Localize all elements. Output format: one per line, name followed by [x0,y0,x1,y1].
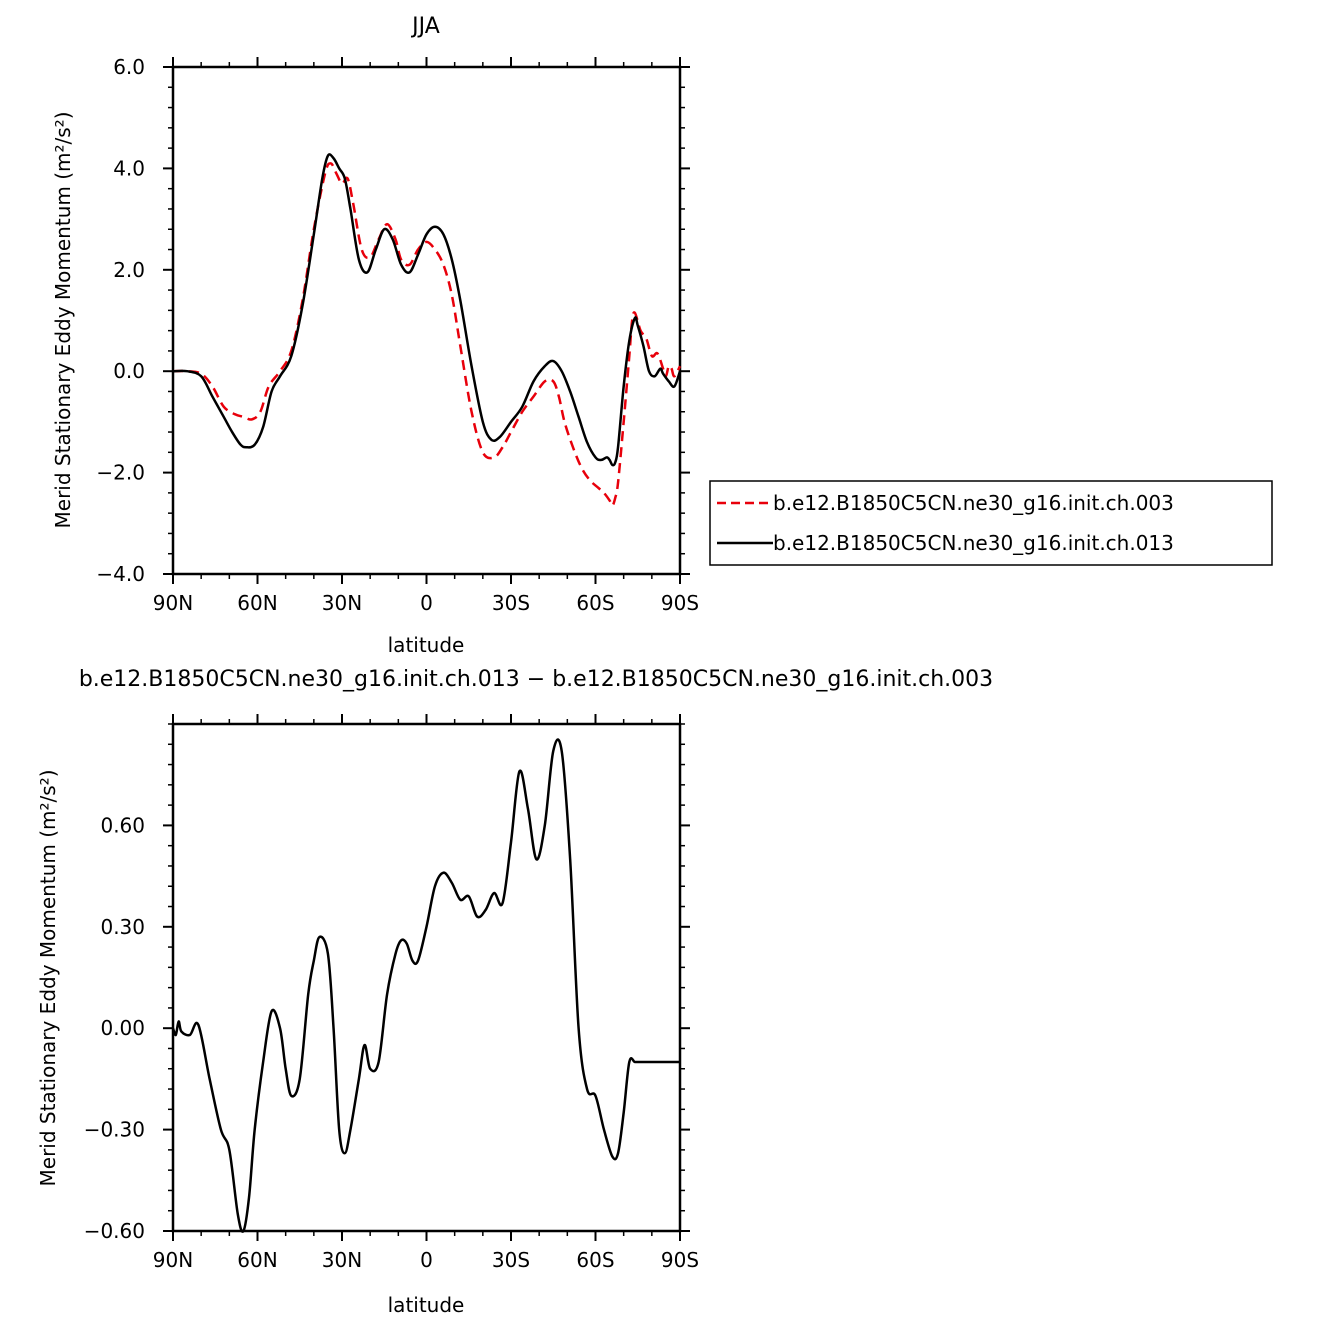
legend-label-013: b.e12.B1850C5CN.ne30_g16.init.ch.013 [773,531,1174,555]
legend-box [709,480,1273,566]
top-x-axis-label: latitude [388,633,465,657]
x-tick-label: 90S [661,1248,699,1272]
y-tick-label: −0.60 [84,1219,145,1243]
x-tick-label: 0 [420,591,433,615]
x-tick-label: 90N [153,591,193,615]
top-series-line-2 [172,153,682,467]
y-tick-label: −2.0 [96,461,145,485]
x-tick-label: 0 [420,1248,433,1272]
bottom-plot-frame [171,722,682,1233]
bottom-x-tick-labels: 90N 60N 30N 0 30S 60S 90S [153,1248,699,1272]
bottom-panel-title: b.e12.B1850C5CN.ne30_g16.init.ch.013 − b… [79,667,993,692]
top-series-lines [172,153,682,507]
x-tick-label: 60N [237,591,277,615]
bottom-y-axis-label: Merid Stationary Eddy Momentum (m²/s²) [36,770,60,1187]
top-x-tick-labels: 90N 60N 30N 0 30S 60S 90S [153,591,699,615]
bottom-y-tick-labels: 0.60 0.30 0.00 −0.30 −0.60 [84,813,145,1243]
x-tick-label: 90S [661,591,699,615]
bottom-panel: b.e12.B1850C5CN.ne30_g16.init.ch.013 − b… [36,667,993,1317]
top-series-line-1 [172,162,682,507]
x-tick-label: 30N [322,1248,362,1272]
legend-label-003: b.e12.B1850C5CN.ne30_g16.init.ch.003 [773,491,1174,515]
bottom-series-lines [171,738,680,1233]
x-tick-label: 60S [576,1248,614,1272]
x-tick-label: 60N [237,1248,277,1272]
bottom-series-line-1 [171,738,680,1233]
top-ticks [163,57,690,584]
x-tick-label: 60S [576,591,614,615]
y-tick-label: 0.0 [113,359,145,383]
y-tick-label: 0.30 [100,915,145,939]
top-plot-frame [171,65,682,576]
top-y-tick-labels: 6.0 4.0 2.0 0.0 −2.0 −4.0 [96,55,145,586]
top-panel-title: JJA [410,14,440,39]
bottom-ticks [163,714,690,1241]
top-y-axis-label: Merid Stationary Eddy Momentum (m²/s²) [51,112,75,529]
x-tick-label: 30S [492,1248,530,1272]
x-tick-label: 90N [153,1248,193,1272]
legend: b.e12.B1850C5CN.ne30_g16.init.ch.003 b.e… [709,480,1273,566]
y-tick-label: 6.0 [113,55,145,79]
top-panel: JJA 6.0 4.0 2.0 0.0 −2.0 −4.0 90N 60N 30N 0 30S 60… [51,14,1273,657]
y-tick-label: −0.30 [84,1118,145,1142]
y-tick-label: 0.60 [100,813,145,837]
y-tick-label: 4.0 [113,156,145,180]
x-tick-label: 30N [322,591,362,615]
y-tick-label: 0.00 [100,1016,145,1040]
y-tick-label: −4.0 [96,562,145,586]
x-tick-label: 30S [492,591,530,615]
bottom-x-axis-label: latitude [388,1293,465,1317]
y-tick-label: 2.0 [113,258,145,282]
